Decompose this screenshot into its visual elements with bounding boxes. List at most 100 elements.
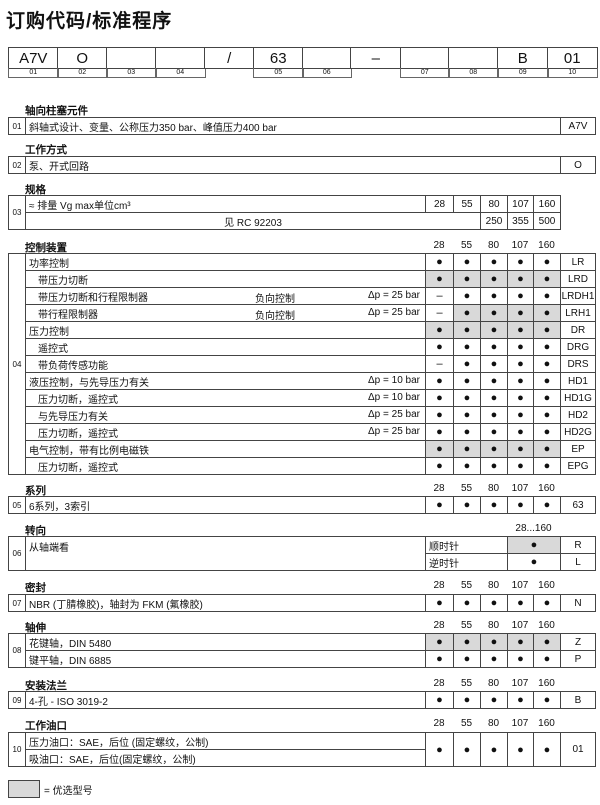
availability-cell: ● (533, 633, 561, 651)
page-title: 订购代码/标准程序 (6, 11, 173, 32)
section-heading: 规格 (25, 184, 46, 196)
size-header: 55 (460, 240, 473, 251)
section-heading: 轴向柱塞元件 (25, 105, 88, 117)
availability-cell: ● (425, 321, 454, 339)
availability-cell: ● (480, 496, 508, 514)
option-code[interactable]: DRG (560, 338, 596, 356)
option-code[interactable]: EP (560, 440, 596, 458)
option-code[interactable]: EPG (560, 457, 596, 475)
section-number: 07 (8, 594, 26, 612)
direction-label: 顺时针 (425, 536, 508, 554)
size-header: 55 (460, 580, 473, 591)
availability-cell: ● (533, 496, 561, 514)
size-header: 55 (460, 483, 473, 494)
availability-cell: ● (480, 338, 508, 356)
size-header: 107 (511, 620, 529, 631)
availability-cell: ● (425, 691, 454, 709)
reference-text: 见 RC 92203 (25, 212, 481, 230)
option-code[interactable]: L (560, 553, 596, 571)
option-code[interactable]: A7V (560, 117, 596, 135)
availability-cell: ● (507, 536, 561, 554)
port-text: 压力油口：SAE，后位 (固定螺纹，公制) (25, 732, 426, 750)
size-value: 107 (507, 195, 534, 213)
availability-cell: ● (453, 321, 481, 339)
option-code[interactable]: HD2 (560, 406, 596, 424)
availability-cell: ● (507, 457, 534, 475)
availability-cell: ● (507, 389, 534, 407)
direction-text: 从轴端看 (25, 536, 426, 571)
section-heading: 工作方式 (25, 144, 67, 156)
option-code[interactable]: LRH1 (560, 304, 596, 322)
availability-cell: ● (480, 253, 508, 271)
option-code[interactable]: R (560, 536, 596, 554)
availability-cell: ● (425, 423, 454, 441)
availability-cell: ● (507, 372, 534, 390)
option-code[interactable]: LRDH1 (560, 287, 596, 305)
code-box: A7V (8, 47, 59, 69)
option-code[interactable]: DR (560, 321, 596, 339)
section-number: 10 (8, 732, 26, 767)
availability-cell: ● (533, 287, 561, 305)
availability-cell: ● (507, 440, 534, 458)
size-header: 107 (511, 580, 529, 591)
option-code[interactable]: LRD (560, 270, 596, 288)
code-box: B (497, 47, 549, 69)
size-header: 55 (460, 620, 473, 631)
displacement-label: ≈ 排量 Vg max单位cm³ (25, 195, 426, 213)
option-code[interactable]: B (560, 691, 596, 709)
availability-cell: ● (453, 496, 481, 514)
availability-cell: ● (480, 457, 508, 475)
availability-cell: ● (507, 553, 561, 571)
size-header: 160 (538, 580, 555, 591)
option-code[interactable]: LR (560, 253, 596, 271)
option-code[interactable]: O (560, 156, 596, 174)
size-header: 80 (487, 620, 500, 631)
code-box-number: 03 (106, 68, 157, 78)
option-text: 6系列，3索引 (25, 496, 426, 514)
section-number: 04 (8, 253, 26, 475)
availability-cell: ● (533, 389, 561, 407)
option-text: NBR (丁腈橡胶)，轴封为 FKM (氟橡胶) (25, 594, 426, 612)
pressure-differential: Δp = 25 bar (368, 409, 420, 420)
size-header: 160 (538, 483, 555, 494)
code-box-number: 05 (253, 68, 304, 78)
option-code[interactable]: Z (560, 633, 596, 651)
option-code[interactable]: N (560, 594, 596, 612)
availability-cell: ● (533, 732, 561, 767)
option-code[interactable]: 01 (560, 732, 596, 767)
availability-cell: ● (480, 321, 508, 339)
availability-cell: ● (533, 440, 561, 458)
availability-cell: ● (425, 389, 454, 407)
code-box (302, 47, 352, 69)
availability-cell: ● (507, 270, 534, 288)
option-code[interactable]: HD2G (560, 423, 596, 441)
availability-cell: ● (533, 321, 561, 339)
availability-cell: ● (533, 355, 561, 373)
pressure-differential: Δp = 25 bar (368, 307, 420, 318)
availability-cell: ● (453, 633, 481, 651)
size-header: 80 (487, 580, 500, 591)
option-code[interactable]: DRS (560, 355, 596, 373)
availability-cell: ● (533, 253, 561, 271)
option-code[interactable]: HD1 (560, 372, 596, 390)
availability-cell: ● (453, 406, 481, 424)
code-box-number: 10 (547, 68, 598, 78)
size-header: 107 (511, 483, 529, 494)
availability-cell: ● (425, 440, 454, 458)
availability-cell: ● (533, 304, 561, 322)
section-number: 06 (8, 536, 26, 571)
availability-cell: ● (480, 389, 508, 407)
option-code[interactable]: P (560, 650, 596, 668)
availability-cell: ● (507, 321, 534, 339)
size-header: 107 (511, 240, 529, 251)
code-box-number: 07 (400, 68, 450, 78)
availability-cell: ● (453, 691, 481, 709)
option-code[interactable]: HD1G (560, 389, 596, 407)
availability-cell: ● (507, 287, 534, 305)
section-heading: 安装法兰 (25, 680, 67, 692)
section-heading: 密封 (25, 582, 46, 594)
availability-cell: – (425, 355, 454, 373)
option-code[interactable]: 63 (560, 496, 596, 514)
max-value: 250 (480, 212, 508, 230)
availability-cell: ● (425, 594, 454, 612)
